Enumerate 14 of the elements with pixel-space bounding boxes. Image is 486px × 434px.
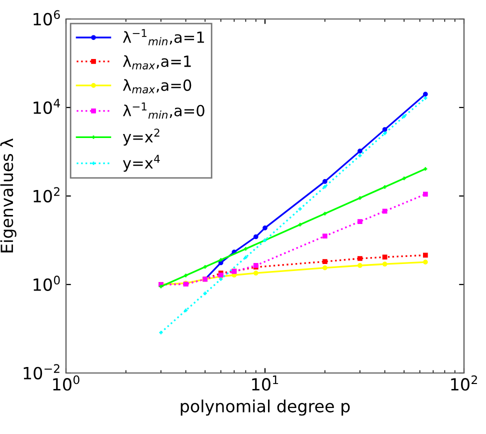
y-axis-title: Eigenvalues λ (0, 138, 16, 252)
x-axis-title: polynomial degree p (180, 400, 350, 416)
legend-label: λ$_{max}$,a=0 (122, 79, 192, 94)
legend-label: y=x$^{4}$ (122, 154, 160, 172)
legend-label: λ$^{−1}$$_{min}$,a=0 (122, 102, 204, 119)
y-tick-label: 10$^{0}$ (34, 276, 60, 291)
legend-label: y=x$^{2}$ (122, 128, 160, 146)
x-tick-label: 10$^{1}$ (252, 376, 278, 391)
y-tick-label: 10$^{2}$ (34, 187, 60, 202)
legend-label: λ$^{−1}$$_{min}$,a=1 (122, 29, 204, 46)
y-tick-label: 10$^{6}$ (34, 10, 60, 26)
x-tick-label: 10$^{2}$ (451, 375, 477, 391)
legend-label: λ$_{max}$,a=1 (122, 55, 191, 70)
y-tick-label: 10$^{4}$ (34, 98, 60, 114)
